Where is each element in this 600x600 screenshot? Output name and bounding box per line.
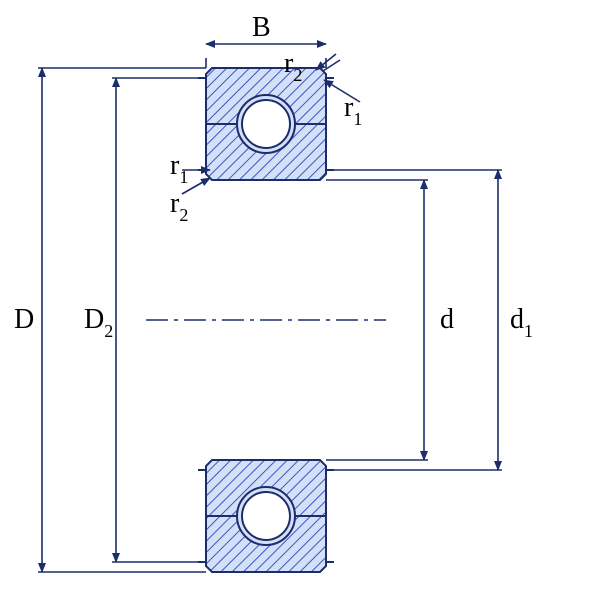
label-D2: D2: [84, 306, 113, 338]
label-D: D: [14, 306, 34, 334]
label-r2-top: r2: [284, 50, 302, 82]
label-r1-top: r1: [344, 94, 362, 126]
ball: [242, 100, 290, 148]
label-r2-inner: r2: [170, 190, 188, 222]
ball: [242, 492, 290, 540]
label-d: d: [440, 306, 454, 334]
diagram-svg: [0, 0, 600, 600]
label-r1-inner: r1: [170, 152, 188, 184]
label-d1: d1: [510, 306, 533, 338]
bearing-diagram: B D D2 d d1 r2 r1 r1 r2: [0, 0, 600, 600]
label-B: B: [252, 14, 271, 42]
